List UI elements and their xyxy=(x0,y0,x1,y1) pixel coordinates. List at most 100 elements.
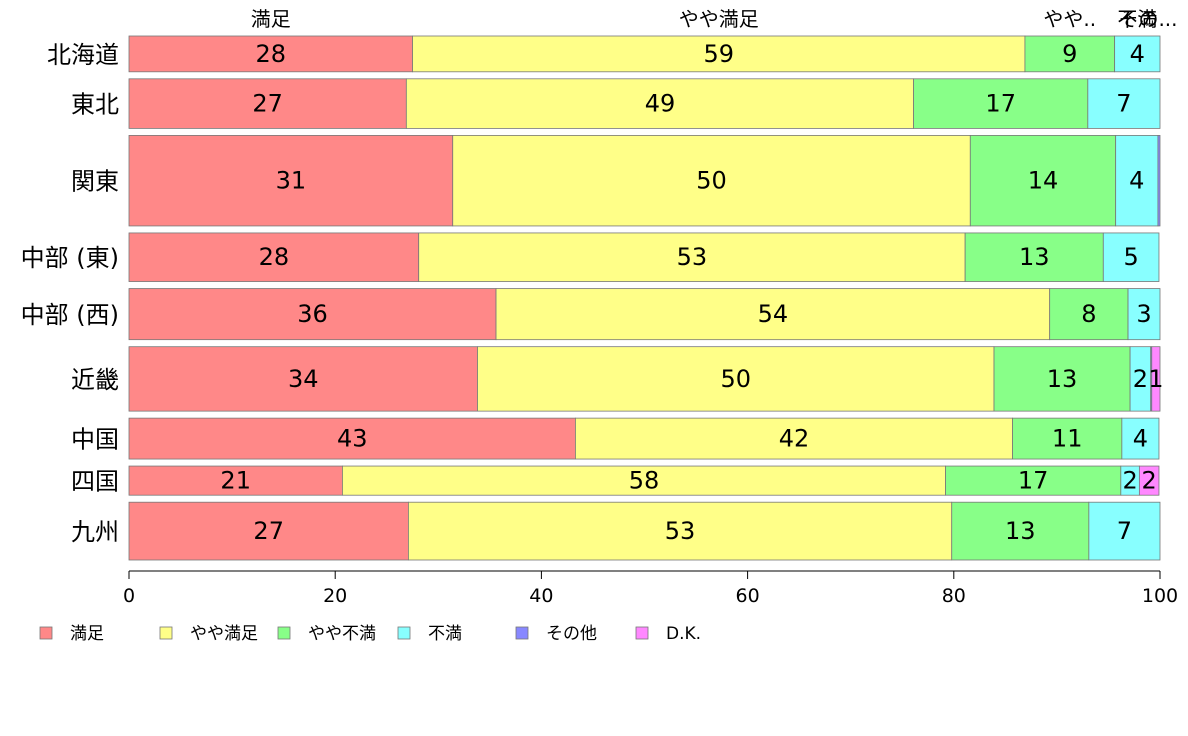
top-series-label: 不満 xyxy=(1117,7,1157,31)
category-label: 近畿 xyxy=(71,366,119,394)
category-label: 東北 xyxy=(71,91,119,119)
data-label: 34 xyxy=(288,365,319,393)
data-label: 2 xyxy=(1122,467,1137,495)
bar-segment xyxy=(452,135,971,227)
bar-segment xyxy=(408,501,953,561)
bar-segment xyxy=(1102,232,1160,282)
bar-segment xyxy=(412,35,1026,73)
x-tick-label: 100 xyxy=(1142,585,1178,607)
top-category-labels: 満足 やや満足 やや.. 不満その... xyxy=(251,7,1178,31)
data-label: 11 xyxy=(1052,425,1083,453)
legend-label: 不満 xyxy=(428,624,462,644)
data-label: 31 xyxy=(276,167,307,195)
data-label: 27 xyxy=(252,90,283,118)
category-label: 関東 xyxy=(71,168,119,196)
bar-segment xyxy=(969,135,1117,227)
bar-segment xyxy=(1087,78,1161,129)
legend-swatch xyxy=(39,626,53,640)
bar-segment xyxy=(1012,417,1123,460)
bar-segment xyxy=(128,346,478,412)
legend-label: D.K. xyxy=(666,624,701,644)
x-tick-label: 0 xyxy=(123,585,135,607)
legend-swatch xyxy=(159,626,173,640)
bar-segment xyxy=(964,232,1104,282)
data-label: 7 xyxy=(1116,90,1131,118)
top-series-label: やや.. xyxy=(1043,7,1096,31)
data-label: 1 xyxy=(1148,365,1163,393)
bar-segment xyxy=(1157,135,1161,227)
data-label: 4 xyxy=(1129,167,1144,195)
bar-segment xyxy=(128,501,409,561)
data-label: 17 xyxy=(1018,467,1049,495)
category-label: 中部 (西) xyxy=(21,301,119,329)
bar-segment xyxy=(128,78,407,129)
data-label: 36 xyxy=(297,300,328,328)
bar-segment xyxy=(418,232,966,282)
bar-segment xyxy=(1127,288,1161,341)
data-label: 21 xyxy=(220,467,251,495)
bar-segment xyxy=(1115,135,1159,227)
category-label: 北海道 xyxy=(47,41,119,69)
bar-segment xyxy=(128,417,576,460)
legend-swatch xyxy=(397,626,411,640)
data-label: 50 xyxy=(720,365,751,393)
data-label: 54 xyxy=(758,300,789,328)
bars: 28 59 9 427 49 17 731 50 14 428 53 13 536 54 8 334 50 13 2… xyxy=(128,35,1164,561)
data-label: 3 xyxy=(1136,300,1151,328)
bar-segment xyxy=(495,288,1051,341)
data-label: 59 xyxy=(703,40,734,68)
data-label: 53 xyxy=(677,243,708,271)
data-label: 42 xyxy=(779,425,810,453)
legend-label: 満足 xyxy=(70,624,104,644)
category-label: 四国 xyxy=(71,468,119,496)
data-label: 7 xyxy=(1117,517,1132,545)
category-label: 中国 xyxy=(71,426,119,454)
data-label: 2 xyxy=(1133,365,1148,393)
bar-segment xyxy=(951,501,1090,561)
bar-segment xyxy=(1114,35,1161,73)
bar-segment xyxy=(1088,501,1161,561)
legend-swatch xyxy=(277,626,291,640)
legend: 満足 やや満足 やや不満 不満 その他 D.K. xyxy=(39,624,701,644)
data-label: 4 xyxy=(1133,425,1148,453)
bar-segment xyxy=(575,417,1013,460)
x-tick-label: 80 xyxy=(942,585,966,607)
data-label: 27 xyxy=(253,517,284,545)
data-label: 14 xyxy=(1028,167,1059,195)
bar-segment xyxy=(1151,346,1161,412)
legend-swatch xyxy=(515,626,529,640)
bar-segment xyxy=(1121,417,1160,460)
top-series-label: 満足 xyxy=(251,7,291,31)
data-label: 13 xyxy=(1005,517,1036,545)
legend-label: やや満足 xyxy=(190,624,258,644)
category-label: 九州 xyxy=(71,518,119,546)
bar-segment xyxy=(342,465,946,496)
data-label: 43 xyxy=(337,425,368,453)
bar-segment xyxy=(993,346,1131,412)
bar-segment xyxy=(128,288,497,341)
data-label: 49 xyxy=(645,90,676,118)
bar-segment xyxy=(1049,288,1129,341)
data-label: 9 xyxy=(1062,40,1077,68)
x-tick-label: 60 xyxy=(736,585,760,607)
data-label: 28 xyxy=(255,40,286,68)
x-axis: 0 20 40 60 80 100 xyxy=(123,570,1178,607)
data-label: 5 xyxy=(1123,243,1138,271)
bar-segment xyxy=(128,35,413,73)
data-label: 28 xyxy=(259,243,290,271)
legend-swatch xyxy=(635,626,649,640)
legend-label: やや不満 xyxy=(308,624,376,644)
data-label: 50 xyxy=(696,167,727,195)
bar-segment xyxy=(128,135,454,227)
bar-segment xyxy=(128,465,343,496)
data-label: 8 xyxy=(1081,300,1096,328)
data-label: 2 xyxy=(1142,467,1157,495)
top-series-label: やや満足 xyxy=(679,7,759,31)
data-label: 17 xyxy=(985,90,1016,118)
x-tick-label: 20 xyxy=(323,585,347,607)
x-tick-label: 40 xyxy=(529,585,553,607)
legend-label: その他 xyxy=(546,624,597,644)
bar-segment xyxy=(128,232,420,282)
